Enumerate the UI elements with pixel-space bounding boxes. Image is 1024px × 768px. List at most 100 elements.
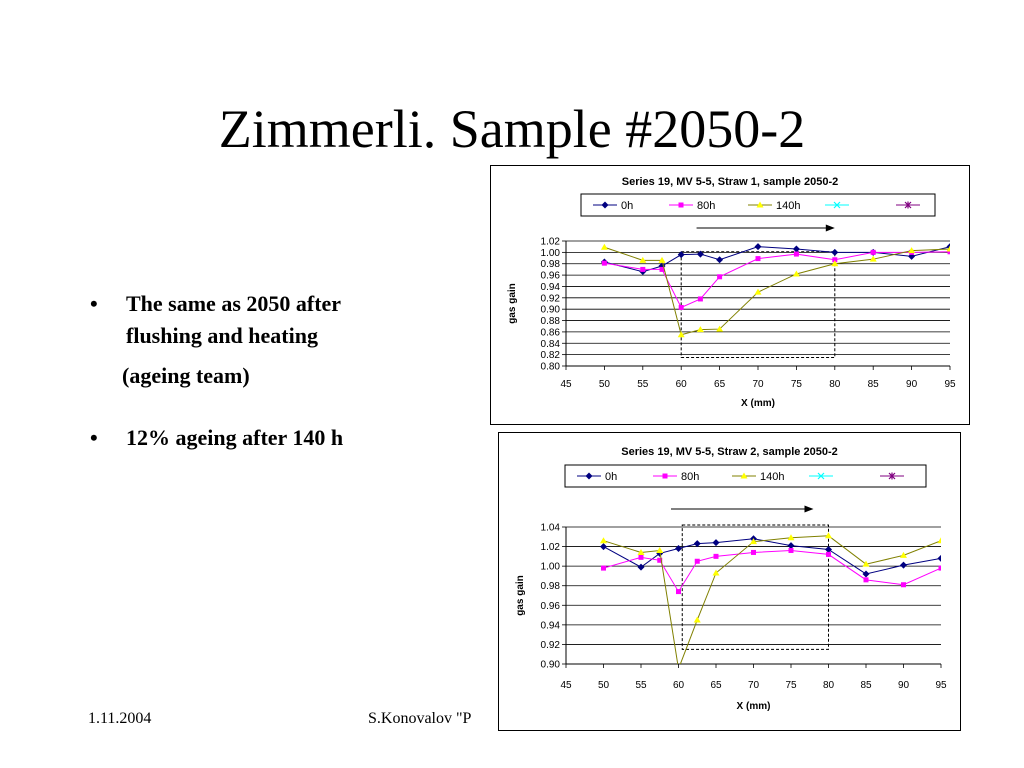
x-tick-label: 80 bbox=[823, 680, 835, 691]
y-tick-label: 1.02 bbox=[541, 542, 561, 553]
legend-marker bbox=[662, 473, 668, 479]
data-point-80h bbox=[826, 551, 831, 557]
x-tick-label: 80 bbox=[829, 379, 841, 390]
y-tick-label: 1.00 bbox=[541, 562, 561, 573]
series-line-0h bbox=[603, 538, 941, 575]
data-point-0h bbox=[677, 251, 685, 259]
legend-label: 0h bbox=[605, 471, 617, 483]
x-tick-label: 95 bbox=[944, 379, 956, 390]
chart-2-frame: Series 19, MV 5-5, Straw 2, sample 2050-… bbox=[498, 432, 961, 731]
y-tick-label: 0.80 bbox=[541, 362, 561, 373]
bullet-subtext: (ageing team) bbox=[122, 363, 250, 388]
legend-marker bbox=[888, 472, 896, 480]
bullet-text-line: 12% ageing after 140 h bbox=[126, 425, 344, 450]
data-point-80h bbox=[678, 304, 684, 310]
data-point-80h bbox=[717, 274, 723, 280]
data-point-80h bbox=[676, 589, 681, 595]
data-point-140h bbox=[750, 538, 757, 545]
direction-arrow-head bbox=[825, 224, 835, 232]
data-point-0h bbox=[637, 563, 645, 571]
x-tick-label: 50 bbox=[599, 379, 611, 390]
y-tick-label: 0.88 bbox=[541, 316, 561, 327]
data-point-80h bbox=[697, 296, 703, 302]
data-point-0h bbox=[831, 248, 839, 256]
chart-legend: 0h 80h 140h bbox=[580, 193, 936, 217]
data-point-80h bbox=[713, 553, 719, 559]
x-tick-label: 60 bbox=[673, 680, 685, 691]
x-tick-label: 75 bbox=[791, 379, 803, 390]
x-tick-label: 95 bbox=[935, 680, 947, 691]
chart-1-frame: Series 19, MV 5-5, Straw 1, sample 2050-… bbox=[490, 165, 970, 425]
legend-label: 0h bbox=[621, 200, 633, 212]
plot-area bbox=[600, 243, 950, 338]
legend-label: 80h bbox=[697, 200, 715, 212]
data-point-0h bbox=[600, 543, 607, 551]
x-axis-label: X (mm) bbox=[741, 398, 775, 409]
data-point-80h bbox=[938, 565, 941, 571]
data-point-80h bbox=[870, 249, 876, 255]
legend-marker bbox=[678, 202, 684, 208]
data-point-80h bbox=[793, 251, 799, 257]
data-point-80h bbox=[601, 565, 606, 571]
data-point-80h bbox=[788, 547, 794, 553]
data-point-80h bbox=[863, 577, 869, 583]
direction-arrow-head bbox=[804, 505, 814, 513]
slide-title: Zimmerli. Sample #2050-2 bbox=[218, 99, 806, 159]
x-tick-label: 65 bbox=[714, 379, 726, 390]
data-point-80h bbox=[901, 582, 906, 588]
y-axis-label: gas gain bbox=[507, 283, 518, 324]
x-tick-label: 90 bbox=[898, 680, 910, 691]
y-tick-label: 0.94 bbox=[541, 282, 561, 293]
legend-marker bbox=[756, 201, 764, 208]
x-tick-label: 70 bbox=[752, 379, 764, 390]
data-point-140h bbox=[656, 546, 664, 553]
data-point-140h bbox=[787, 534, 795, 541]
chart-title: Series 19, MV 5-5, Straw 1, sample 2050-… bbox=[622, 176, 838, 188]
data-point-0h bbox=[937, 554, 941, 562]
data-point-80h bbox=[694, 558, 700, 564]
data-point-140h bbox=[696, 326, 704, 333]
x-tick-label: 45 bbox=[560, 379, 572, 390]
x-tick-label: 55 bbox=[635, 680, 647, 691]
footer-author: S.Konovalov "P bbox=[368, 710, 472, 727]
data-point-80h bbox=[601, 260, 607, 266]
y-tick-label: 0.96 bbox=[541, 601, 561, 612]
legend-marker bbox=[833, 201, 841, 209]
data-point-80h bbox=[832, 257, 838, 263]
x-tick-label: 55 bbox=[637, 379, 649, 390]
data-point-140h bbox=[908, 247, 916, 254]
legend-marker bbox=[904, 201, 912, 209]
bullet-item: • The same as 2050 after flushing and he… bbox=[90, 288, 450, 352]
chart-legend: 0h 80h 140h bbox=[564, 464, 927, 488]
x-tick-label: 70 bbox=[748, 680, 760, 691]
y-tick-label: 0.92 bbox=[541, 293, 561, 304]
legend-marker bbox=[601, 201, 609, 209]
data-point-80h bbox=[947, 249, 950, 255]
y-tick-label: 0.96 bbox=[541, 271, 561, 282]
x-axis-label: X (mm) bbox=[737, 701, 771, 712]
y-tick-label: 0.86 bbox=[541, 327, 561, 338]
data-point-0h bbox=[900, 561, 907, 569]
y-tick-label: 0.94 bbox=[541, 620, 561, 631]
y-tick-label: 0.82 bbox=[541, 350, 561, 361]
bullet-icon: • bbox=[90, 425, 98, 450]
data-point-140h bbox=[937, 537, 941, 544]
x-tick-label: 50 bbox=[598, 680, 610, 691]
data-point-140h bbox=[658, 256, 666, 263]
data-point-80h bbox=[640, 266, 646, 272]
bullet-list: • The same as 2050 after flushing and he… bbox=[90, 288, 450, 454]
data-point-140h bbox=[677, 331, 685, 338]
data-point-0h bbox=[862, 570, 870, 578]
x-tick-label: 60 bbox=[676, 379, 688, 390]
legend-label: 140h bbox=[760, 471, 784, 483]
data-point-140h bbox=[600, 243, 608, 250]
series-line-0h bbox=[604, 246, 950, 273]
data-point-0h bbox=[675, 545, 682, 553]
data-point-80h bbox=[657, 557, 663, 563]
series-line-80h bbox=[604, 251, 950, 309]
data-point-80h bbox=[751, 549, 756, 555]
y-axis-label: gas gain bbox=[515, 575, 526, 616]
data-point-0h bbox=[754, 243, 762, 251]
data-point-140h bbox=[716, 325, 724, 332]
data-point-0h bbox=[825, 546, 832, 554]
